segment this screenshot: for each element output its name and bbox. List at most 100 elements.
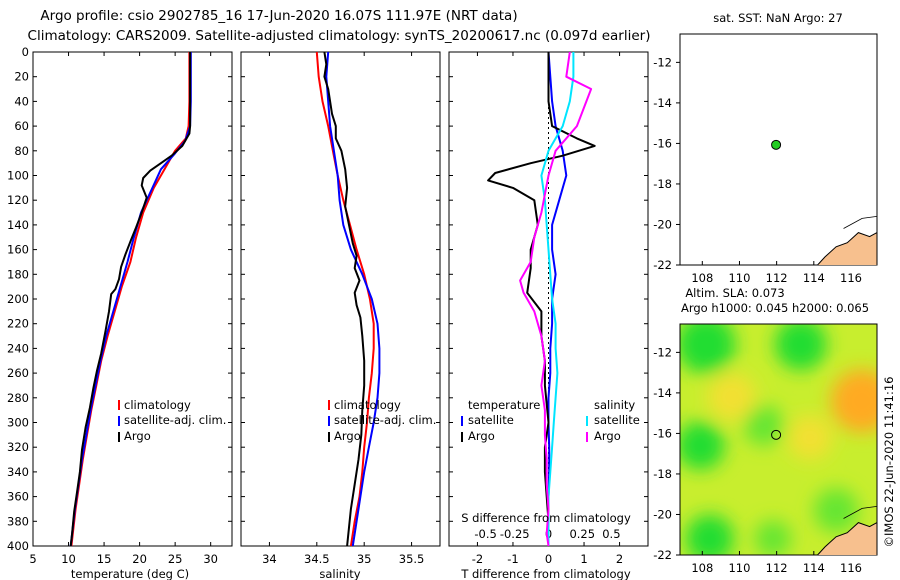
sst-map-title: sat. SST: NaN Argo: 27 — [713, 11, 843, 25]
series-line-salinity-argo — [519, 51, 593, 547]
map-y-tick-label: -14 — [653, 386, 672, 400]
series-line-temperature-argo — [487, 52, 596, 546]
sla-anomaly-blob — [743, 404, 785, 446]
footer-credit: ©IMOS 22-Jun-2020 11:41:16 — [882, 377, 896, 548]
sla-anomaly-blob — [830, 369, 877, 433]
map-y-tick-label: -20 — [653, 217, 672, 231]
legend-label-satellite: satellite-adj. clim. — [334, 413, 436, 427]
legend-header-temperature: temperature — [468, 398, 540, 412]
sla-anomaly-blob — [680, 421, 725, 470]
map-y-tick-label: -12 — [653, 55, 672, 69]
y-tick-label: 220 — [7, 317, 29, 331]
salinity-panel-frame — [240, 51, 441, 547]
y-tick-label: 60 — [14, 119, 29, 133]
legend-swatch-argo — [328, 432, 330, 442]
map-y-tick-label: -22 — [653, 258, 672, 272]
y-tick-label: 100 — [7, 169, 29, 183]
y-tick-label: 360 — [7, 490, 29, 504]
y-tick-label: 300 — [7, 416, 29, 430]
x-tick-label: -1 — [507, 552, 518, 566]
y-tick-label: 20 — [14, 70, 29, 84]
header-title-line1: Argo profile: csio 2902785_16 17-Jun-202… — [40, 8, 517, 24]
series-line-salinity-satellite — [540, 52, 575, 546]
sla-anomaly-blob — [774, 324, 827, 371]
map-y-tick-label: -18 — [653, 467, 672, 481]
legend-header-salinity: salinity — [594, 398, 635, 412]
legend-swatch-satellite — [118, 416, 120, 426]
map-y-tick-label: -18 — [653, 177, 672, 191]
map-y-tick-label: -22 — [653, 548, 672, 562]
legend-label-climatology: climatology — [334, 398, 401, 412]
map-x-tick-label: 116 — [840, 271, 862, 285]
map-y-tick-label: -16 — [653, 136, 672, 150]
series-line-satellite-adj-clim- — [69, 52, 192, 547]
series-line-satellite-adj-clim- — [325, 51, 381, 547]
legend-swatch-temp-argo — [461, 432, 463, 442]
map-x-tick-label: 114 — [803, 271, 825, 285]
difference-legend: temperature salinity satellite Argo sate… — [461, 398, 640, 443]
map-y-tick-label: -16 — [653, 426, 672, 440]
x-tick-label: 25 — [168, 552, 183, 566]
legend-label-argo: Argo — [334, 429, 361, 443]
difference-top-xlabel: S difference from climatology — [461, 511, 631, 525]
map-x-tick-label: 110 — [728, 271, 750, 285]
y-tick-label: 260 — [7, 366, 29, 380]
legend-label-sal-argo: Argo — [594, 429, 621, 443]
legend-swatch-sal-satellite — [586, 416, 588, 426]
y-tick-label: 180 — [7, 267, 29, 281]
series-line-climatology — [70, 52, 191, 547]
temperature-panel-frame — [32, 51, 233, 547]
y-tick-label: 400 — [7, 539, 29, 553]
x-tick-label: 1 — [580, 552, 587, 566]
header-title-line2: Climatology: CARS2009. Satellite-adjuste… — [28, 28, 651, 44]
x-tick-label: 35 — [357, 552, 372, 566]
sla-map-title: Altim. SLA: 0.073 — [685, 286, 784, 300]
legend-swatch-climatology — [118, 400, 120, 410]
salinity-panel: 34 34.5 35 35.5 — [241, 51, 440, 566]
legend-label-temp-satellite: satellite — [468, 413, 514, 427]
temperature-xlabel: temperature (deg C) — [71, 567, 189, 580]
sla-map-subtitle: Argo h1000: 0.045 h2000: 0.065 — [681, 301, 869, 315]
sla-anomaly-blob — [685, 514, 734, 555]
map-x-tick-label: 112 — [766, 271, 788, 285]
map-y-tick-label: -20 — [653, 507, 672, 521]
y-tick-label: 380 — [7, 514, 29, 528]
salinity-xlabel: salinity — [319, 567, 360, 580]
legend-label-satellite: satellite-adj. clim. — [124, 413, 226, 427]
legend-label-temp-argo: Argo — [468, 429, 495, 443]
x-tick-label: 34.5 — [304, 552, 330, 566]
series-line-argo — [69, 52, 192, 547]
y-tick-label: 240 — [7, 341, 29, 355]
map-x-tick-label: 108 — [691, 561, 713, 575]
y-tick-label: 120 — [7, 193, 29, 207]
legend-label-argo: Argo — [124, 429, 151, 443]
salinity-legend: climatology satellite-adj. clim. Argo — [328, 398, 436, 443]
x-tick-label: 0 — [545, 552, 552, 566]
sla-anomaly-blob — [754, 520, 792, 555]
map-x-tick-label: 108 — [691, 271, 713, 285]
legend-label-climatology: climatology — [124, 398, 191, 412]
map-x-tick-label: 112 — [766, 561, 788, 575]
x-tick-label: 30 — [203, 552, 218, 566]
x-tick-label: -2 — [472, 552, 483, 566]
top-x-tick-label: -0.5 — [474, 527, 496, 541]
sla-map-frame — [679, 323, 878, 556]
top-x-tick-label: 0.5 — [602, 527, 620, 541]
legend-label-sal-satellite: satellite — [594, 413, 640, 427]
coastline-land — [816, 232, 877, 265]
legend-swatch-temp-satellite — [461, 416, 463, 426]
coastline-land — [816, 522, 877, 555]
x-tick-label: 34 — [262, 552, 277, 566]
sla-anomaly-blob — [707, 372, 757, 422]
y-tick-label: 280 — [7, 391, 29, 405]
float-position-marker — [771, 429, 782, 440]
top-x-tick-label: 0.25 — [569, 527, 595, 541]
x-tick-label: 10 — [61, 552, 76, 566]
float-position-marker — [771, 139, 782, 150]
y-tick-label: 160 — [7, 243, 29, 257]
legend-swatch-argo — [118, 432, 120, 442]
legend-swatch-satellite — [328, 416, 330, 426]
x-tick-label: 2 — [616, 552, 623, 566]
